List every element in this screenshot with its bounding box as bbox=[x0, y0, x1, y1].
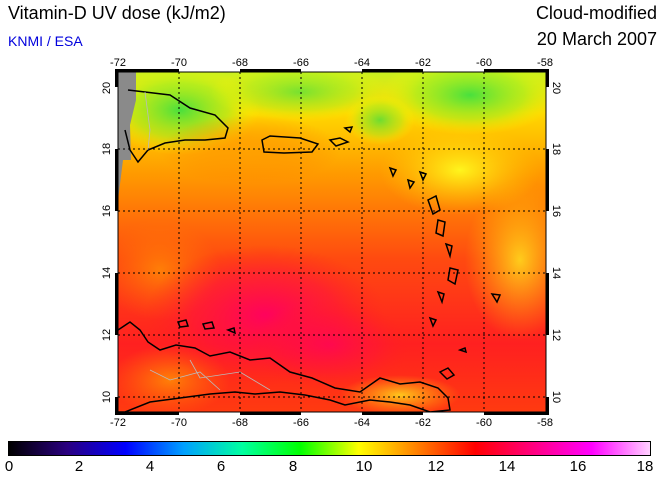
lon-tick-top: -64 bbox=[354, 57, 370, 69]
lon-tick-bottom: -62 bbox=[415, 417, 431, 429]
colorbar-label: 8 bbox=[288, 458, 298, 475]
lat-tick-left: 18 bbox=[101, 143, 113, 155]
lon-tick-bottom: -58 bbox=[537, 417, 553, 429]
coastlines bbox=[118, 89, 502, 412]
lat-tick-right: 20 bbox=[550, 82, 562, 94]
lat-tick-left: 12 bbox=[101, 329, 113, 341]
lat-tick-right: 18 bbox=[550, 143, 562, 155]
lat-tick-left: 10 bbox=[101, 391, 113, 403]
colorbar-label: 10 bbox=[355, 458, 373, 475]
colorbar-label: 12 bbox=[427, 458, 445, 475]
lat-tick-left: 14 bbox=[101, 267, 113, 279]
map-frame bbox=[115, 69, 549, 415]
colorbar-label: 4 bbox=[145, 458, 155, 475]
product-label: Cloud-modified bbox=[535, 3, 657, 23]
colorbar-label: 2 bbox=[74, 458, 84, 475]
colorbar-label: 14 bbox=[498, 458, 516, 475]
date-label: 20 March 2007 bbox=[536, 29, 657, 49]
colorbar-label: 6 bbox=[216, 458, 226, 475]
lon-tick-top: -60 bbox=[476, 57, 492, 69]
lat-tick-right: 16 bbox=[550, 205, 562, 217]
lat-tick-right: 12 bbox=[550, 329, 562, 341]
borders bbox=[144, 91, 271, 391]
lon-tick-bottom: -60 bbox=[476, 417, 492, 429]
lon-tick-bottom: -64 bbox=[354, 417, 370, 429]
lon-tick-bottom: -66 bbox=[293, 417, 309, 429]
lon-tick-bottom: -70 bbox=[171, 417, 187, 429]
lon-tick-top: -62 bbox=[415, 57, 431, 69]
colorbar-label: 0 bbox=[4, 458, 14, 475]
lon-tick-top: -72 bbox=[110, 57, 126, 69]
lat-tick-left: 20 bbox=[101, 82, 113, 94]
colorbar-label: 16 bbox=[569, 458, 587, 475]
uv-field bbox=[118, 72, 546, 412]
lon-tick-top: -58 bbox=[537, 57, 553, 69]
map-title: Vitamin-D UV dose (kJ/m2) bbox=[8, 3, 226, 23]
uv-dose-map: -72 -70 -68 -66 -64 -62 -60 -58 -72 -70 … bbox=[101, 57, 562, 429]
lon-tick-bottom: -72 bbox=[110, 417, 126, 429]
graticule bbox=[118, 72, 546, 412]
lat-tick-right: 14 bbox=[550, 267, 562, 279]
lon-tick-top: -70 bbox=[171, 57, 187, 69]
colorbar-label: 18 bbox=[636, 458, 654, 475]
lat-tick-left: 16 bbox=[101, 205, 113, 217]
colorbar bbox=[8, 441, 651, 456]
lon-tick-bottom: -68 bbox=[232, 417, 248, 429]
lat-tick-right: 10 bbox=[550, 391, 562, 403]
lon-tick-top: -66 bbox=[293, 57, 309, 69]
lon-tick-top: -68 bbox=[232, 57, 248, 69]
credit-label: KNMI / ESA bbox=[8, 33, 83, 49]
